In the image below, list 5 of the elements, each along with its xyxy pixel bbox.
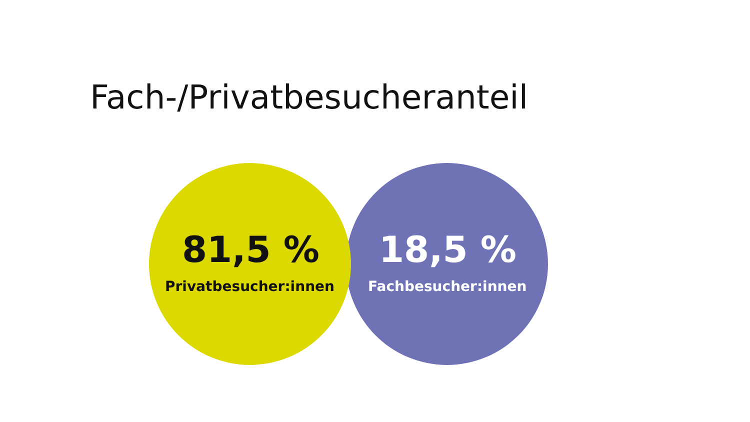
data-label: 18,5 % xyxy=(379,230,516,271)
data-label: 81,5 % xyxy=(182,230,320,271)
text: Fach-/Privatbesucheranteil xyxy=(90,78,528,117)
category-label: Privatbesucher:innen xyxy=(165,279,335,295)
category-label: Fachbesucher:innen xyxy=(368,279,527,295)
